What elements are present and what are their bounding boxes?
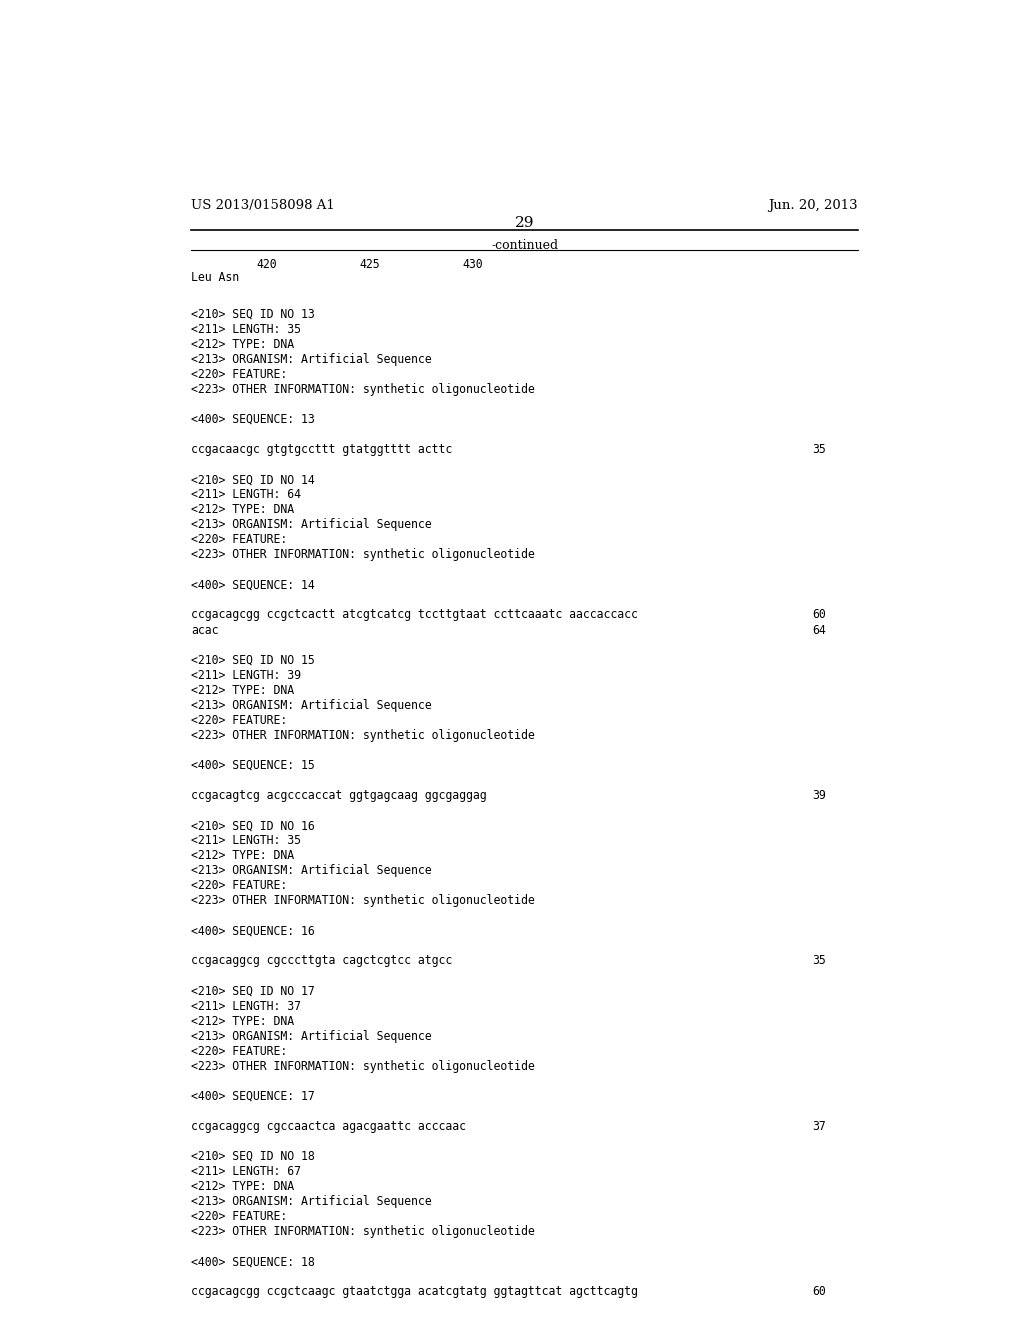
Text: 64: 64 [813, 623, 826, 636]
Text: 39: 39 [813, 789, 826, 803]
Text: <223> OTHER INFORMATION: synthetic oligonucleotide: <223> OTHER INFORMATION: synthetic oligo… [191, 894, 536, 907]
Text: <220> FEATURE:: <220> FEATURE: [191, 1210, 288, 1224]
Text: -continued: -continued [492, 239, 558, 252]
Text: <400> SEQUENCE: 16: <400> SEQUENCE: 16 [191, 924, 315, 937]
Text: <210> SEQ ID NO 13: <210> SEQ ID NO 13 [191, 308, 315, 321]
Text: <212> TYPE: DNA: <212> TYPE: DNA [191, 503, 295, 516]
Text: <212> TYPE: DNA: <212> TYPE: DNA [191, 1015, 295, 1027]
Text: <212> TYPE: DNA: <212> TYPE: DNA [191, 1180, 295, 1193]
Text: <211> LENGTH: 37: <211> LENGTH: 37 [191, 999, 301, 1012]
Text: <220> FEATURE:: <220> FEATURE: [191, 1044, 288, 1057]
Text: ccgacagcgg ccgctcactt atcgtcatcg tccttgtaat ccttcaaatc aaccaccacc: ccgacagcgg ccgctcactt atcgtcatcg tccttgt… [191, 609, 638, 622]
Text: <211> LENGTH: 67: <211> LENGTH: 67 [191, 1166, 301, 1177]
Text: <211> LENGTH: 35: <211> LENGTH: 35 [191, 322, 301, 335]
Text: <210> SEQ ID NO 14: <210> SEQ ID NO 14 [191, 473, 315, 486]
Text: <210> SEQ ID NO 15: <210> SEQ ID NO 15 [191, 653, 315, 667]
Text: <212> TYPE: DNA: <212> TYPE: DNA [191, 849, 295, 862]
Text: Jun. 20, 2013: Jun. 20, 2013 [768, 199, 858, 213]
Text: 420: 420 [257, 257, 278, 271]
Text: 29: 29 [515, 216, 535, 230]
Text: <220> FEATURE:: <220> FEATURE: [191, 714, 288, 727]
Text: <213> ORGANISM: Artificial Sequence: <213> ORGANISM: Artificial Sequence [191, 865, 432, 878]
Text: <220> FEATURE:: <220> FEATURE: [191, 368, 288, 380]
Text: 35: 35 [813, 954, 826, 968]
Text: <210> SEQ ID NO 18: <210> SEQ ID NO 18 [191, 1150, 315, 1163]
Text: <211> LENGTH: 39: <211> LENGTH: 39 [191, 669, 301, 681]
Text: ccgacaacgc gtgtgccttt gtatggtttt acttc: ccgacaacgc gtgtgccttt gtatggtttt acttc [191, 444, 453, 455]
Text: <400> SEQUENCE: 13: <400> SEQUENCE: 13 [191, 413, 315, 426]
Text: <211> LENGTH: 35: <211> LENGTH: 35 [191, 834, 301, 847]
Text: ccgacaggcg cgcccttgta cagctcgtcc atgcc: ccgacaggcg cgcccttgta cagctcgtcc atgcc [191, 954, 453, 968]
Text: <400> SEQUENCE: 15: <400> SEQUENCE: 15 [191, 759, 315, 772]
Text: 425: 425 [359, 257, 380, 271]
Text: <213> ORGANISM: Artificial Sequence: <213> ORGANISM: Artificial Sequence [191, 519, 432, 531]
Text: ccgacaggcg cgccaactca agacgaattc acccaac: ccgacaggcg cgccaactca agacgaattc acccaac [191, 1119, 467, 1133]
Text: ccgacagcgg ccgctcaagc gtaatctgga acatcgtatg ggtagttcat agcttcagtg: ccgacagcgg ccgctcaagc gtaatctgga acatcgt… [191, 1286, 638, 1299]
Text: 37: 37 [813, 1119, 826, 1133]
Text: US 2013/0158098 A1: US 2013/0158098 A1 [191, 199, 335, 213]
Text: <223> OTHER INFORMATION: synthetic oligonucleotide: <223> OTHER INFORMATION: synthetic oligo… [191, 383, 536, 396]
Text: <213> ORGANISM: Artificial Sequence: <213> ORGANISM: Artificial Sequence [191, 698, 432, 711]
Text: <223> OTHER INFORMATION: synthetic oligonucleotide: <223> OTHER INFORMATION: synthetic oligo… [191, 548, 536, 561]
Text: <213> ORGANISM: Artificial Sequence: <213> ORGANISM: Artificial Sequence [191, 1030, 432, 1043]
Text: <400> SEQUENCE: 17: <400> SEQUENCE: 17 [191, 1090, 315, 1102]
Text: 60: 60 [813, 609, 826, 622]
Text: <212> TYPE: DNA: <212> TYPE: DNA [191, 338, 295, 351]
Text: <213> ORGANISM: Artificial Sequence: <213> ORGANISM: Artificial Sequence [191, 352, 432, 366]
Text: ccgacagtcg acgcccaccat ggtgagcaag ggcgaggag: ccgacagtcg acgcccaccat ggtgagcaag ggcgag… [191, 789, 487, 803]
Text: <223> OTHER INFORMATION: synthetic oligonucleotide: <223> OTHER INFORMATION: synthetic oligo… [191, 729, 536, 742]
Text: <210> SEQ ID NO 16: <210> SEQ ID NO 16 [191, 820, 315, 832]
Text: <400> SEQUENCE: 14: <400> SEQUENCE: 14 [191, 578, 315, 591]
Text: <220> FEATURE:: <220> FEATURE: [191, 533, 288, 546]
Text: 35: 35 [813, 444, 826, 455]
Text: 60: 60 [813, 1286, 826, 1299]
Text: Leu Asn: Leu Asn [191, 271, 240, 284]
Text: <211> LENGTH: 64: <211> LENGTH: 64 [191, 488, 301, 502]
Text: <212> TYPE: DNA: <212> TYPE: DNA [191, 684, 295, 697]
Text: acac: acac [191, 623, 219, 636]
Text: <220> FEATURE:: <220> FEATURE: [191, 879, 288, 892]
Text: <400> SEQUENCE: 18: <400> SEQUENCE: 18 [191, 1255, 315, 1269]
Text: <210> SEQ ID NO 17: <210> SEQ ID NO 17 [191, 985, 315, 998]
Text: <223> OTHER INFORMATION: synthetic oligonucleotide: <223> OTHER INFORMATION: synthetic oligo… [191, 1060, 536, 1073]
Text: <223> OTHER INFORMATION: synthetic oligonucleotide: <223> OTHER INFORMATION: synthetic oligo… [191, 1225, 536, 1238]
Text: 430: 430 [463, 257, 483, 271]
Text: <213> ORGANISM: Artificial Sequence: <213> ORGANISM: Artificial Sequence [191, 1195, 432, 1208]
